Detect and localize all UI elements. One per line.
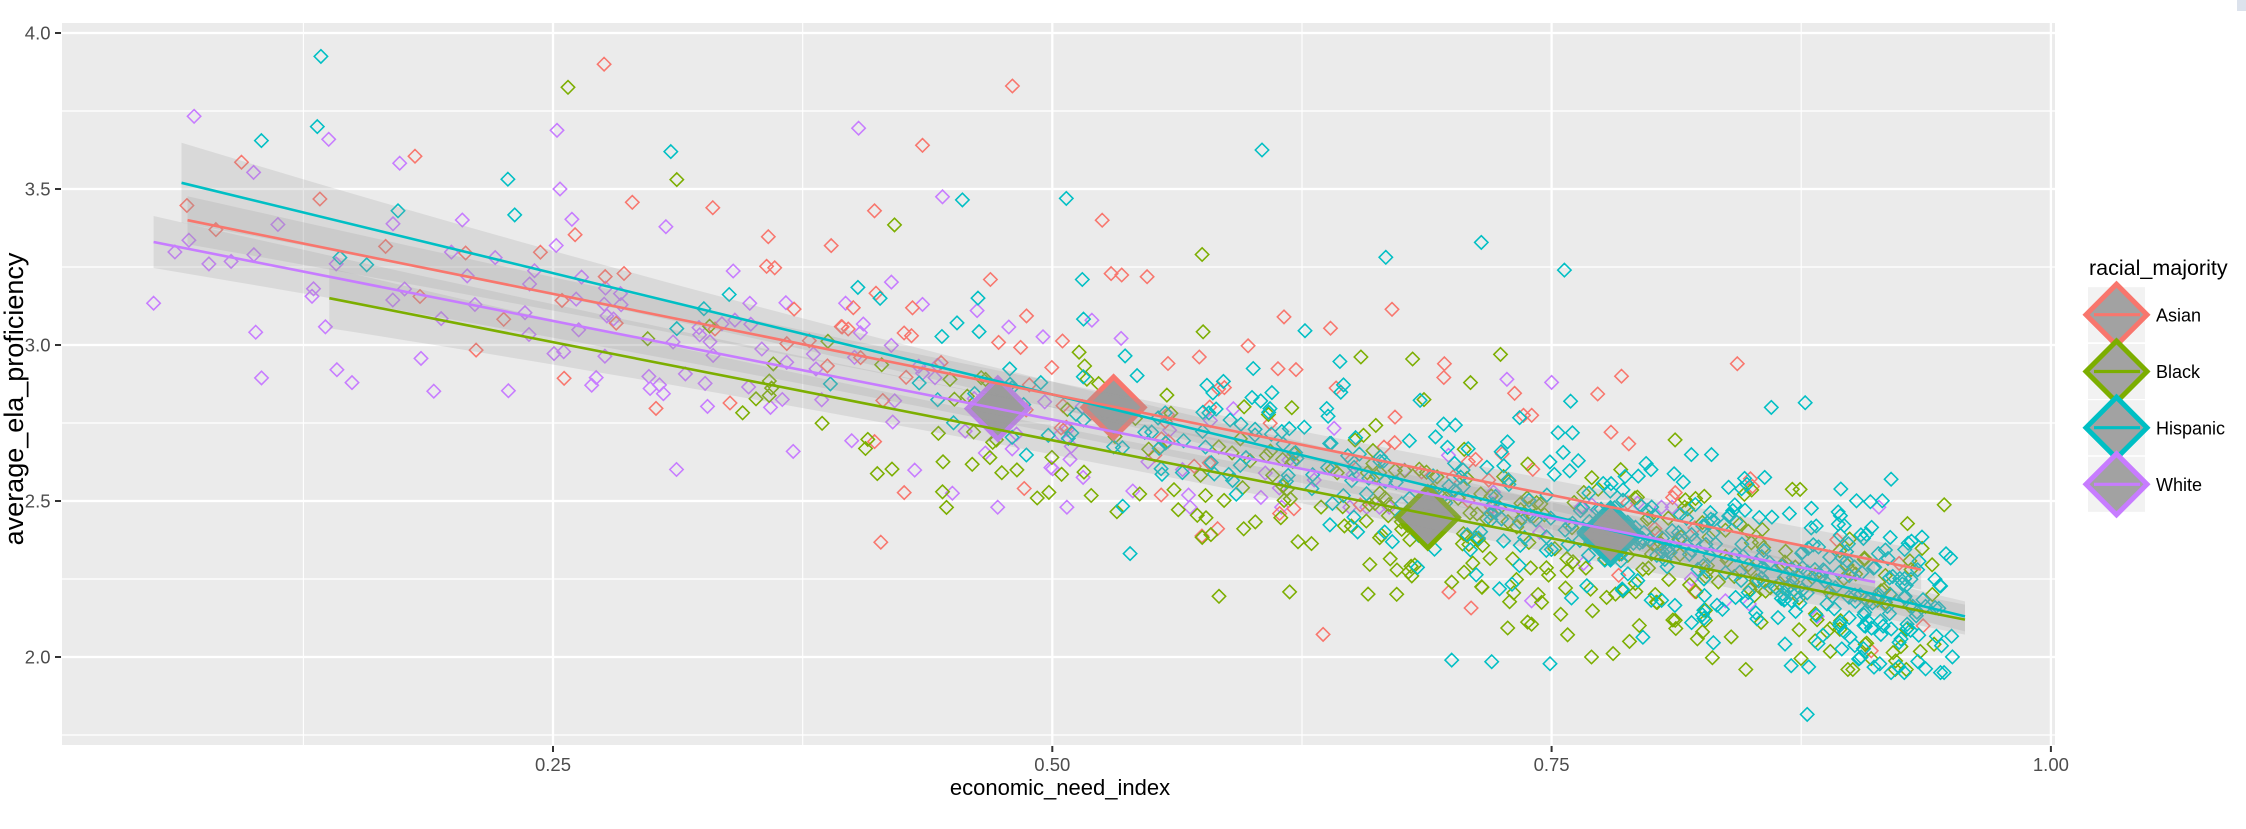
svg-text:average_ela_proficiency: average_ela_proficiency (0, 252, 29, 545)
svg-text:racial_majority: racial_majority (2089, 256, 2228, 280)
svg-text:Hispanic: Hispanic (2156, 418, 2225, 438)
svg-text:2.0: 2.0 (25, 647, 51, 668)
svg-text:4.0: 4.0 (25, 23, 51, 44)
svg-text:0.25: 0.25 (535, 754, 571, 775)
svg-text:Asian: Asian (2156, 305, 2201, 325)
svg-text:0.75: 0.75 (1534, 754, 1570, 775)
svg-text:0.50: 0.50 (1034, 754, 1070, 775)
svg-text:3.5: 3.5 (25, 179, 51, 200)
svg-text:Black: Black (2156, 362, 2201, 382)
svg-text:White: White (2156, 475, 2202, 495)
svg-text:economic_need_index: economic_need_index (950, 775, 1170, 800)
svg-text:1.00: 1.00 (2033, 754, 2069, 775)
svg-text:2.5: 2.5 (25, 491, 51, 512)
svg-text:3.0: 3.0 (25, 335, 51, 356)
